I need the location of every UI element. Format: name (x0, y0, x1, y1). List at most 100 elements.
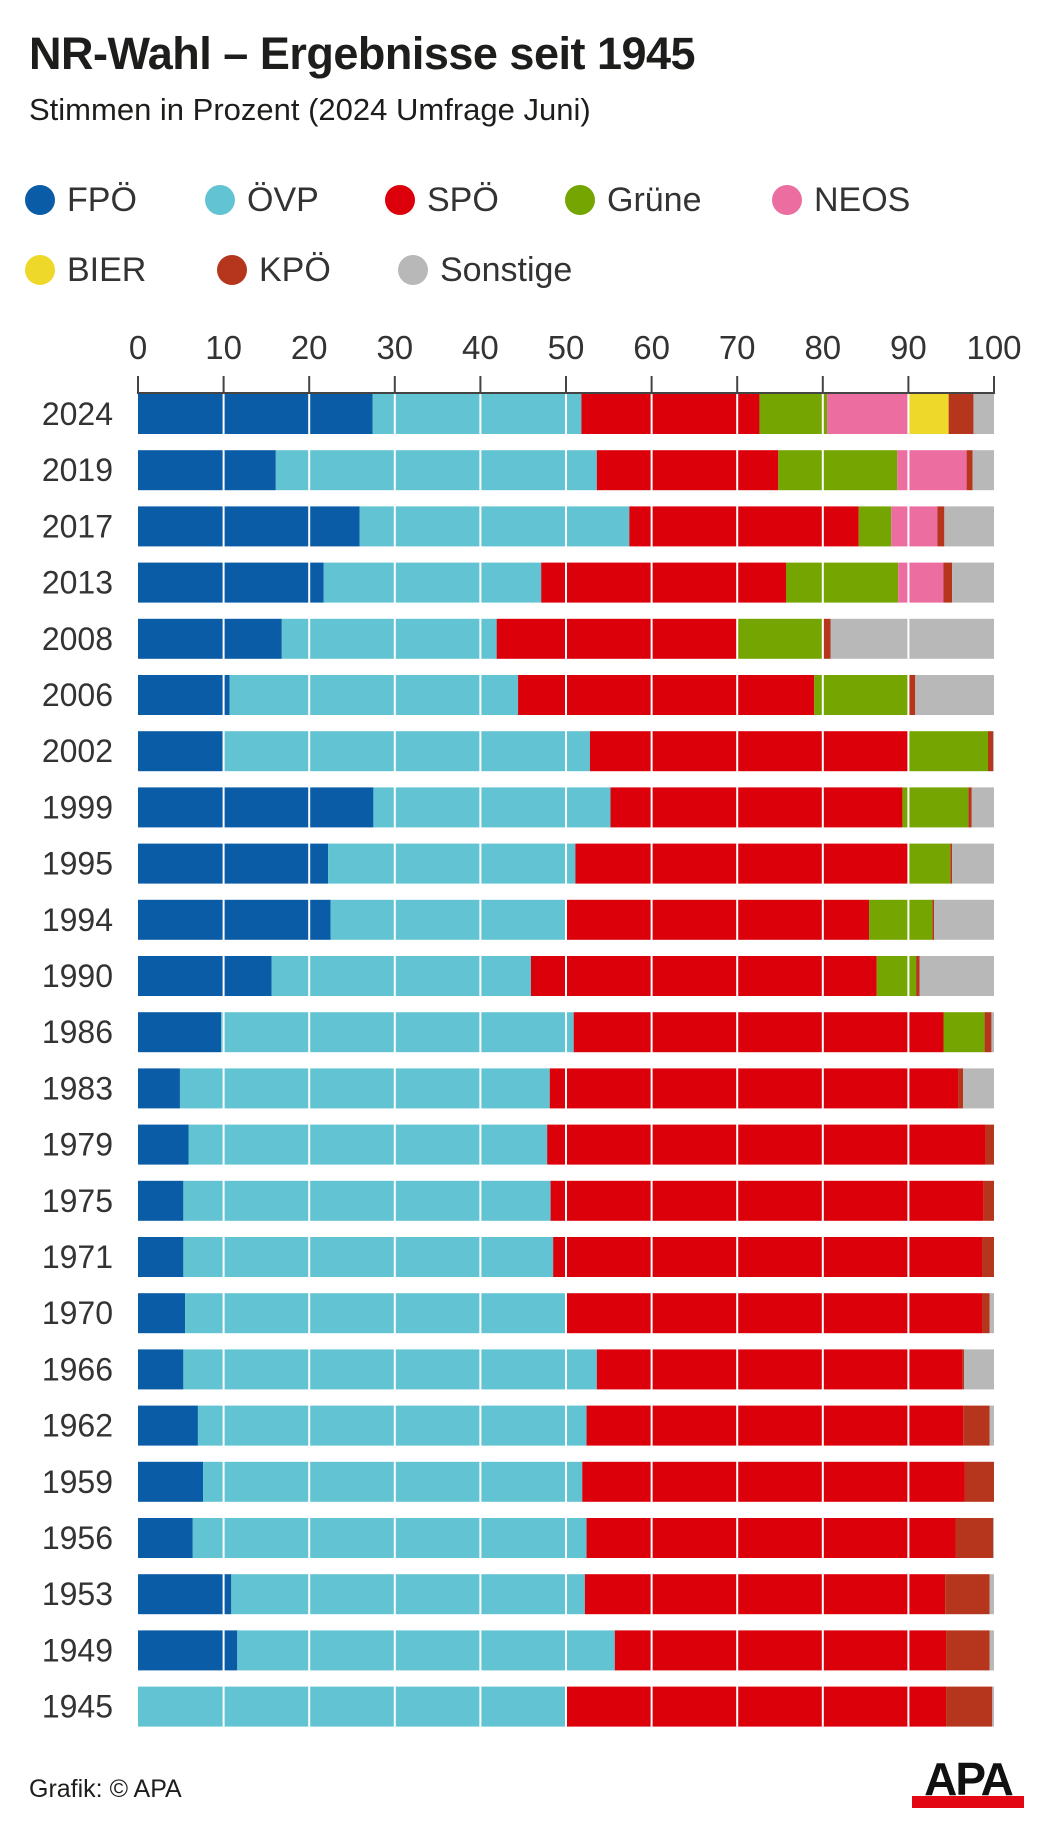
x-tick-label: 50 (548, 329, 585, 366)
bar-segment-fpö (138, 787, 374, 828)
bar-segment-övp (221, 1012, 574, 1053)
bar-segment-kpö (932, 899, 935, 940)
y-tick-label: 2008 (42, 621, 113, 657)
bar-segment-spö (589, 731, 908, 772)
apa-logo-bar (912, 1796, 1024, 1808)
y-tick-label: 1945 (42, 1689, 113, 1725)
legend-label: NEOS (814, 180, 911, 219)
apa-logo: APA (912, 1756, 1024, 1808)
bar-segment-övp (275, 450, 597, 491)
bar-segment-sonstige (989, 1574, 994, 1615)
y-tick-label: 1953 (42, 1576, 113, 1612)
bar-segment-grüne (858, 506, 892, 547)
bar-segment-spö (566, 1293, 983, 1334)
bar-segment-kpö (963, 1405, 990, 1446)
legend-item-bier: BIER (25, 250, 146, 290)
bar-segment-kpö (982, 1293, 990, 1334)
bar-segment-spö (596, 1349, 963, 1390)
bar-segment-neos (891, 506, 938, 547)
legend-item-fpoe: FPÖ (25, 180, 137, 220)
legend-label: BIER (67, 250, 147, 289)
bar-segment-bier (908, 394, 949, 434)
bar-segment-sonstige (915, 675, 994, 715)
x-tick-label: 0 (129, 329, 147, 366)
bar-segment-sonstige (964, 1349, 994, 1390)
bar-segment-fpö (138, 562, 324, 603)
bar-segment-grüne (785, 562, 899, 603)
bar-segment-kpö (946, 1686, 993, 1727)
gridlines (222, 394, 910, 1727)
bar-segment-övp (237, 1630, 615, 1671)
bar-segment-spö (614, 1630, 947, 1671)
x-tick-label: 60 (633, 329, 670, 366)
legend-label: Sonstige (440, 250, 573, 289)
bar-segment-spö (550, 1180, 984, 1221)
bar-segment-fpö (138, 675, 230, 715)
legend-label: SPÖ (427, 180, 499, 219)
bar-segment-övp (197, 1405, 587, 1446)
bar-segment-sonstige (934, 899, 994, 940)
bar-segment-fpö (138, 1293, 186, 1334)
bar-segment-kpö (823, 618, 831, 659)
bar-segment-övp (203, 1461, 583, 1502)
bar-segment-spö (541, 562, 786, 603)
bar-segment-sonstige (952, 562, 994, 603)
bar-segment-spö (610, 787, 903, 828)
x-tick-label: 90 (890, 329, 927, 366)
bar-segment-övp (373, 787, 611, 828)
bar-segment-övp (183, 1180, 551, 1221)
bar-segment-övp (183, 1349, 597, 1390)
y-tick-label: 2019 (42, 452, 113, 488)
legend-label: KPÖ (259, 250, 331, 289)
bar-segment-kpö (962, 1349, 965, 1390)
apa-logo-text: APA (924, 1753, 1014, 1805)
bar-segment-sonstige (989, 1405, 994, 1446)
legend-swatch-neos (772, 185, 802, 215)
bar-segment-kpö (985, 1124, 994, 1165)
bar-segment-fpö (138, 1237, 184, 1277)
bar-segment-fpö (138, 731, 223, 772)
y-tick-label: 1990 (42, 958, 113, 994)
bar-segment-övp (185, 1293, 567, 1334)
bar-segment-sonstige (991, 1012, 994, 1053)
bar-segment-övp (231, 1574, 585, 1615)
y-tick-label: 1971 (42, 1239, 113, 1275)
legend-item-oevp: ÖVP (205, 180, 319, 220)
bar-segment-kpö (945, 1574, 990, 1615)
y-tick-label: 1970 (42, 1295, 113, 1331)
bars (138, 394, 994, 1727)
y-tick-label: 1966 (42, 1351, 113, 1387)
legend-swatch-fpoe (25, 185, 55, 215)
legend-item-spoe: SPÖ (385, 180, 499, 220)
bar-segment-kpö (948, 394, 974, 434)
bar-segment-fpö (138, 618, 282, 659)
y-tick-label: 1979 (42, 1127, 113, 1163)
bar-segment-spö (582, 1461, 965, 1502)
bar-segment-övp (328, 843, 576, 884)
legend-item-kpoe: KPÖ (217, 250, 331, 290)
bar-segment-neos (827, 394, 909, 434)
y-tick-label: 1956 (42, 1520, 113, 1556)
y-tick-label: 2017 (42, 508, 113, 544)
bar-segment-kpö (946, 1630, 990, 1671)
bar-segment-övp (179, 1068, 550, 1109)
x-tick-label: 100 (966, 329, 1021, 366)
bar-segment-spö (553, 1237, 983, 1277)
bar-segment-övp (330, 899, 567, 940)
bar-segment-fpö (138, 394, 373, 434)
bar-segment-övp (138, 1686, 566, 1727)
bar-segment-grüne (759, 394, 828, 434)
x-tick-label: 10 (205, 329, 242, 366)
legend-item-neos: NEOS (772, 180, 910, 220)
bar-segment-spö (565, 1686, 947, 1727)
bar-segment-grüne (943, 1012, 985, 1053)
bar-segment-sonstige (830, 618, 994, 659)
x-tick-label: 30 (376, 329, 413, 366)
bar-segment-fpö (138, 1180, 184, 1221)
bar-segment-övp (271, 956, 531, 996)
legend: FPÖ ÖVP SPÖ Grüne NEOS BIER KPÖ Sonstige (0, 0, 1039, 300)
y-tick-label: 1995 (42, 846, 113, 882)
bar-segment-grüne (902, 787, 969, 828)
legend-swatch-oevp (205, 185, 235, 215)
bar-segment-kpö (908, 675, 916, 715)
